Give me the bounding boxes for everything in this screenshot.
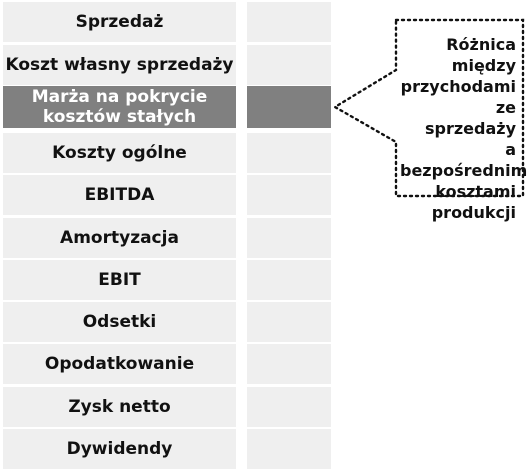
row-label-dividends: Dywidendy — [3, 429, 236, 469]
row-value-cell-taxation — [247, 344, 331, 384]
row-ebitda: EBITDA — [0, 175, 527, 215]
row-label-depreciation: Amortyzacja — [3, 218, 236, 258]
row-dividends: Dywidendy — [0, 429, 527, 469]
row-cost-of-sales: Koszt własny sprzedaży — [0, 45, 527, 85]
row-value-cell-cost-of-sales — [247, 45, 331, 85]
callout-text: Różnica między przychodami ze sprzedaży … — [400, 35, 527, 222]
row-value-cell-contribution-margin — [247, 86, 331, 128]
row-value-cell-sales — [247, 2, 331, 42]
row-net-profit: Zysk netto — [0, 387, 527, 427]
row-value-cell-net-profit — [247, 387, 331, 427]
row-label-taxation: Opodatkowanie — [3, 344, 236, 384]
row-label-cost-of-sales: Koszt własny sprzedaży — [3, 45, 236, 85]
row-depreciation: Amortyzacja — [0, 218, 527, 258]
row-contribution-margin: Marża na pokrycie kosztów stałych — [0, 86, 527, 128]
row-label-interest: Odsetki — [3, 302, 236, 342]
row-interest: Odsetki — [0, 302, 527, 342]
row-label-overheads: Koszty ogólne — [3, 133, 236, 173]
row-value-cell-ebit — [247, 260, 331, 300]
row-taxation: Opodatkowanie — [0, 344, 527, 384]
row-value-cell-dividends — [247, 429, 331, 469]
row-label-contribution-margin: Marża na pokrycie kosztów stałych — [3, 86, 236, 128]
row-value-cell-interest — [247, 302, 331, 342]
row-value-cell-overheads — [247, 133, 331, 173]
row-value-cell-ebitda — [247, 175, 331, 215]
row-ebit: EBIT — [0, 260, 527, 300]
row-label-net-profit: Zysk netto — [3, 387, 236, 427]
row-label-sales: Sprzedaż — [3, 2, 236, 42]
row-label-ebit: EBIT — [3, 260, 236, 300]
row-label-ebitda: EBITDA — [3, 175, 236, 215]
row-sales: Sprzedaż — [0, 2, 527, 42]
row-overheads: Koszty ogólne — [0, 133, 527, 173]
row-value-cell-depreciation — [247, 218, 331, 258]
